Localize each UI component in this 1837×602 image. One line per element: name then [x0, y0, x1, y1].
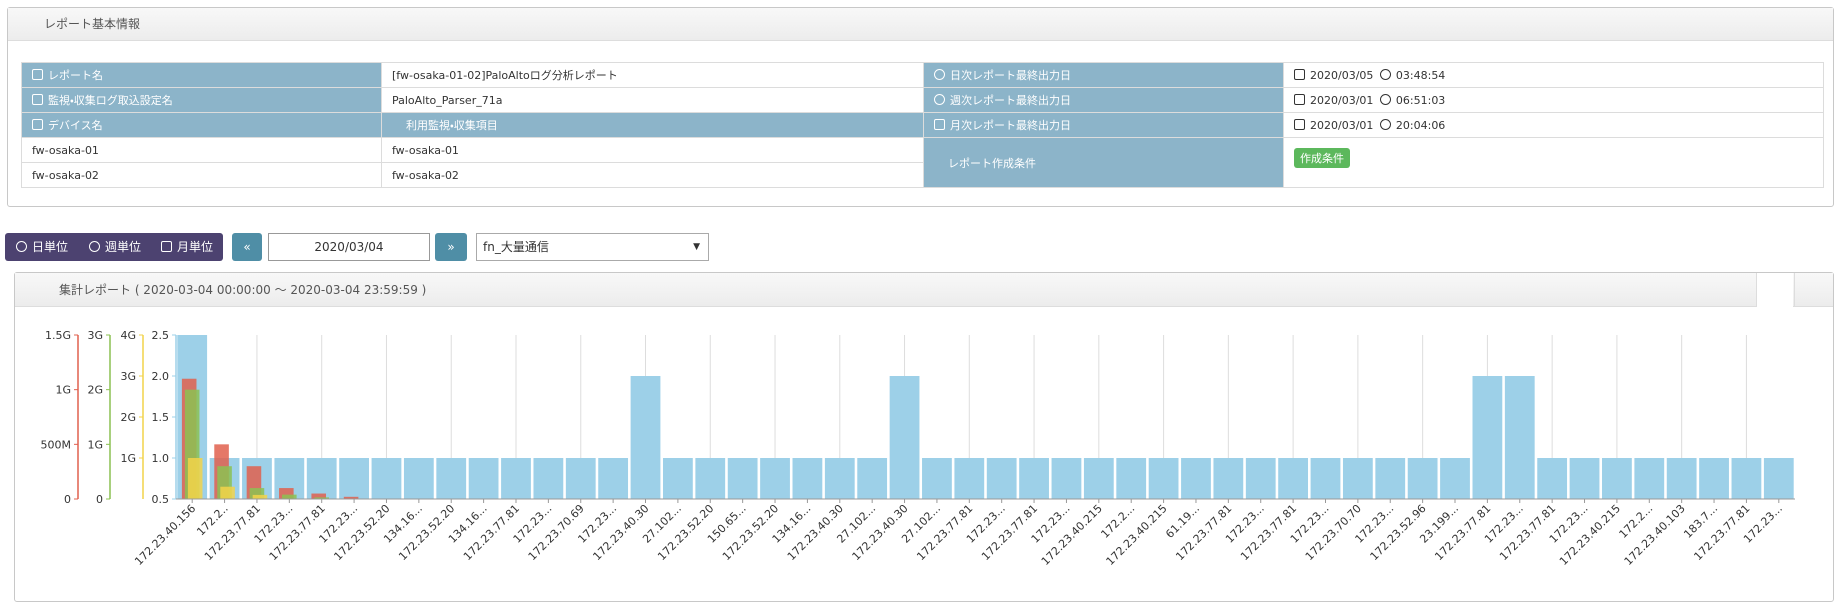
time: 03:48:54	[1395, 68, 1446, 82]
chart-panel: 集計レポート ( 2020-03-04 00:00:00 ～ 2020-03-0…	[14, 272, 1834, 602]
cell: 作成条件	[1283, 137, 1824, 188]
cell: fw-osaka-02	[381, 162, 924, 188]
cell: 2020/03/05 03:48:54	[1283, 62, 1824, 88]
unit-button[interactable]: 週単位	[79, 233, 151, 261]
cell: fw-osaka-01	[381, 137, 924, 163]
cell: 2020/03/01 06:51:03	[1283, 87, 1824, 113]
header-cell: レポート作成条件	[923, 137, 1284, 188]
label: デバイス名	[48, 119, 103, 132]
date-input[interactable]: 2020/03/04	[268, 233, 430, 261]
selected: fn_大量通信	[483, 240, 549, 254]
date: 2020/03/01	[1310, 93, 1374, 107]
panel-header: 集計レポート ( 2020-03-04 00:00:00 ～ 2020-03-0…	[15, 273, 1833, 307]
header-cell: 監視・収集ログ取込設定名	[21, 87, 382, 113]
label: 監視・収集ログ取込設定名	[48, 94, 173, 107]
cell: PaloAlto_Parser_71a	[381, 87, 924, 113]
label: 月次レポート最終出力日	[950, 119, 1071, 132]
unit-button[interactable]: 日単位	[5, 233, 79, 261]
time: 06:51:03	[1395, 93, 1446, 107]
unit-button[interactable]: 月単位	[151, 233, 223, 261]
panel-title: レポート基本情報	[44, 17, 141, 31]
date: 2020/03/01	[1310, 118, 1374, 132]
header-cell: 月次レポート最終出力日	[923, 112, 1284, 138]
time: 20:04:06	[1395, 118, 1446, 132]
pdf-button[interactable]	[1794, 273, 1833, 307]
label: 利用監視・収集項目	[406, 119, 498, 132]
info-table: レポート名 [fw-osaka-01-02]PaloAltoログ分析レポート 日…	[21, 62, 1824, 188]
label: 週単位	[104, 240, 141, 254]
cell: 2020/03/01 20:04:06	[1283, 112, 1824, 138]
header-cell: 日次レポート最終出力日	[923, 62, 1284, 88]
condition-button[interactable]: 作成条件	[1294, 148, 1350, 168]
label: 日次レポート最終出力日	[950, 69, 1071, 82]
date: 2020/03/05	[1310, 68, 1374, 82]
cell: fw-osaka-01	[21, 137, 382, 163]
select[interactable]: fn_大量通信 ▼	[476, 233, 709, 261]
cell: fw-osaka-02	[21, 162, 382, 188]
header-cell: 利用監視・収集項目	[381, 112, 924, 138]
header-cell: レポート名	[21, 62, 382, 88]
label: レポート作成条件	[948, 156, 1036, 170]
next-button[interactable]: »	[435, 233, 467, 261]
report-panel: レポート基本情報 レポート名 [fw-osaka-01-02]PaloAltoロ…	[7, 7, 1834, 207]
label: 週次レポート最終出力日	[950, 94, 1071, 107]
label: レポート名	[48, 69, 103, 82]
panel-title: 集計レポート ( 2020-03-04 00:00:00 ～ 2020-03-0…	[59, 283, 427, 297]
prev-button[interactable]: «	[232, 233, 262, 261]
header-cell: デバイス名	[21, 112, 382, 138]
cell: [fw-osaka-01-02]PaloAltoログ分析レポート	[381, 62, 924, 88]
header-cell: 週次レポート最終出力日	[923, 87, 1284, 113]
settings-button[interactable]	[1756, 273, 1793, 307]
label: 日単位	[31, 240, 68, 254]
label: 月単位	[176, 240, 213, 254]
panel-header: レポート基本情報	[8, 8, 1833, 41]
